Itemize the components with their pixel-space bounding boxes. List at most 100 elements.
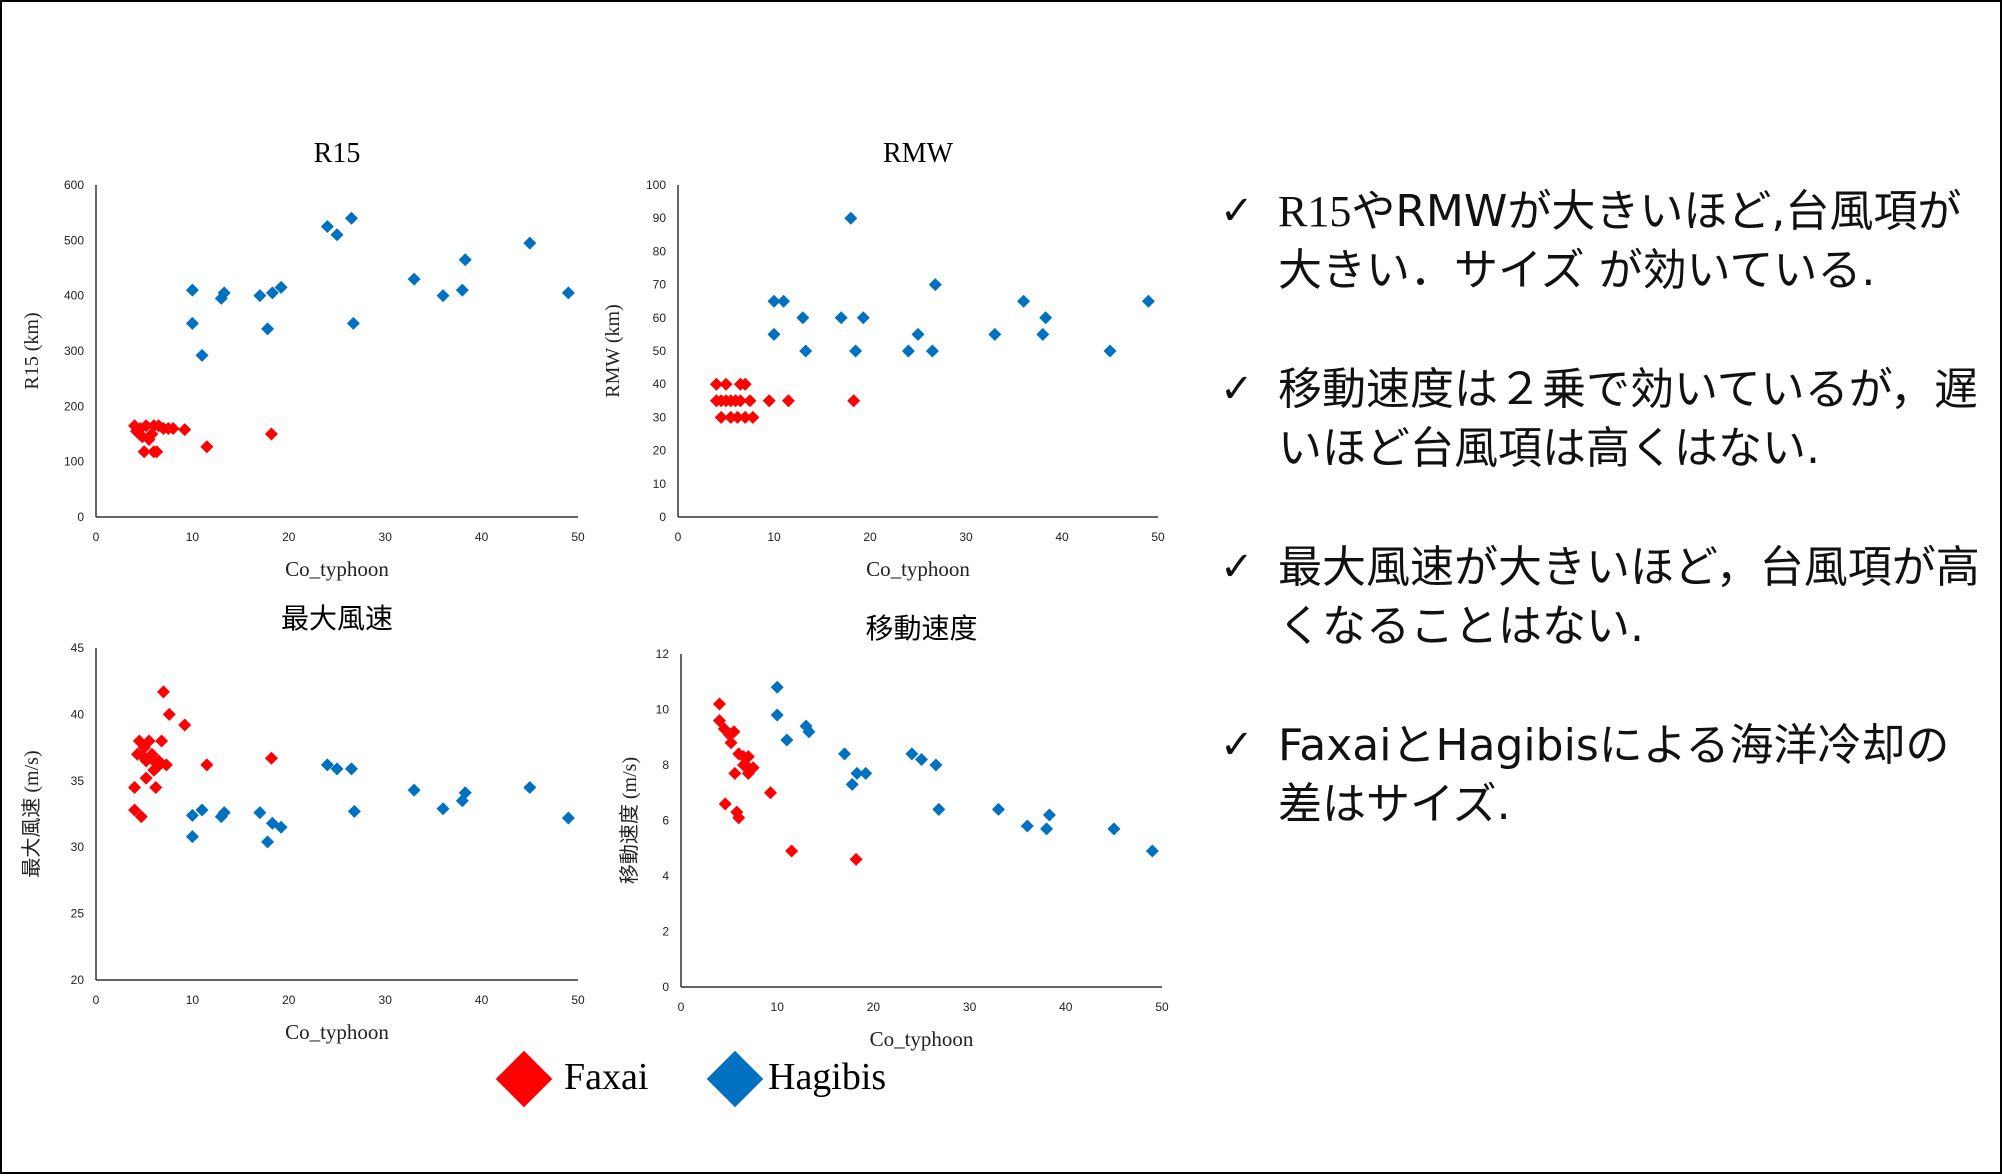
point-faxai — [847, 394, 861, 408]
y-tick-label: 2 — [662, 925, 669, 939]
point-faxai — [738, 410, 752, 424]
point-faxai — [137, 445, 151, 459]
point-faxai — [719, 377, 733, 391]
bullet-text: R15やRMWが大きいほど,台風項が大きい．サイズ が効いている. — [1278, 186, 1962, 296]
y-tick-label: 0 — [77, 510, 84, 524]
point-faxai — [128, 780, 142, 794]
point-hagibis — [458, 786, 472, 800]
point-faxai — [712, 697, 726, 711]
bullet-text: FaxaiとHagibisによる海洋冷却の差はサイズ. — [1278, 720, 1950, 830]
point-hagibis — [185, 283, 199, 297]
point-hagibis — [265, 286, 279, 300]
point-hagibis — [344, 762, 358, 776]
point-faxai — [724, 410, 738, 424]
point-faxai — [166, 421, 180, 435]
y-tick-label: 500 — [64, 233, 84, 247]
point-faxai — [849, 852, 863, 866]
point-hagibis — [844, 211, 858, 225]
point-hagibis — [346, 316, 360, 330]
y-tick-label: 100 — [64, 455, 84, 469]
point-hagibis — [458, 253, 472, 267]
point-faxai — [714, 410, 728, 424]
point-hagibis — [407, 783, 421, 797]
point-hagibis — [901, 344, 915, 358]
point-hagibis — [195, 348, 209, 362]
point-faxai — [741, 750, 755, 764]
bullet-text: 最大風速が大きいほど，台風項が高くなることはない. — [1278, 542, 1980, 652]
x-tick-label: 10 — [767, 530, 781, 544]
point-hagibis — [767, 294, 781, 308]
point-hagibis — [274, 820, 288, 834]
point-hagibis — [561, 286, 575, 300]
chart-title: 移動速度 — [865, 613, 977, 645]
x-tick-label: 20 — [282, 530, 296, 544]
point-hagibis — [802, 725, 816, 739]
point-faxai — [139, 419, 153, 433]
point-hagibis — [217, 286, 231, 300]
point-hagibis — [330, 762, 344, 776]
y-tick-label: 30 — [71, 840, 85, 854]
x-tick-label: 10 — [771, 1000, 785, 1014]
point-hagibis — [274, 280, 288, 294]
x-tick-label: 50 — [571, 530, 585, 544]
y-axis-title: 移動速度 (m/s) — [618, 757, 641, 884]
point-hagibis — [799, 344, 813, 358]
x-tick-label: 0 — [93, 530, 100, 544]
point-faxai — [139, 771, 153, 785]
point-hagibis — [1107, 822, 1121, 836]
x-axis-title: Co_typhoon — [866, 557, 970, 581]
chart-title: R15 — [314, 138, 361, 169]
y-tick-label: 40 — [71, 707, 85, 721]
point-hagibis — [770, 708, 784, 722]
legend-label-faxai: Faxai — [564, 1056, 648, 1098]
y-axis-title: 最大風速 (m/s) — [20, 750, 43, 877]
y-tick-label: 300 — [64, 344, 84, 358]
point-faxai — [741, 766, 755, 780]
y-tick-label: 50 — [653, 344, 667, 358]
point-faxai — [743, 394, 757, 408]
point-faxai — [712, 714, 726, 728]
point-hagibis — [253, 289, 267, 303]
point-faxai — [733, 394, 747, 408]
x-tick-label: 20 — [863, 530, 877, 544]
check-icon: ✓ — [1220, 366, 1254, 412]
point-faxai — [156, 685, 170, 699]
y-tick-label: 10 — [653, 477, 667, 491]
x-tick-label: 40 — [475, 993, 489, 1007]
y-tick-label: 80 — [653, 244, 667, 258]
chart-4: 移動速度 0 10 20 30 40 50 0 2 4 6 8 10 12 Co_typhoon 移動速度 (… — [618, 613, 1169, 1051]
x-tick-label: 20 — [282, 993, 296, 1007]
chart-3: 最大風速 0 10 20 30 40 50 20 25 30 35 40 45 Co_typhoon 最大風… — [20, 603, 585, 1044]
y-tick-label: 4 — [662, 869, 669, 883]
legend: Faxai Hagibis — [495, 1050, 886, 1108]
point-faxai — [264, 751, 278, 765]
x-axis-title: Co_typhoon — [285, 1020, 389, 1044]
x-tick-label: 50 — [1151, 530, 1165, 544]
y-tick-label: 6 — [662, 814, 669, 828]
y-axis-title: R15 (km) — [21, 312, 43, 389]
chart-title: RMW — [883, 138, 954, 169]
x-tick-label: 30 — [963, 1000, 977, 1014]
point-hagibis — [777, 294, 791, 308]
point-hagibis — [905, 747, 919, 761]
y-tick-label: 100 — [646, 178, 666, 192]
point-faxai — [178, 718, 192, 732]
point-faxai — [150, 445, 164, 459]
point-faxai — [728, 766, 742, 780]
point-hagibis — [561, 811, 575, 825]
bullet-item: ✓ FaxaiとHagibisによる海洋冷却の差はサイズ. — [1220, 716, 1990, 834]
x-tick-label: 10 — [186, 530, 200, 544]
y-tick-label: 10 — [656, 703, 670, 717]
x-tick-label: 30 — [379, 530, 393, 544]
point-hagibis — [796, 311, 810, 325]
point-hagibis — [932, 802, 946, 816]
point-hagibis — [1040, 822, 1054, 836]
point-hagibis — [928, 278, 942, 292]
point-hagibis — [407, 272, 421, 286]
point-hagibis — [436, 289, 450, 303]
y-tick-label: 35 — [71, 774, 85, 788]
point-hagibis — [859, 766, 873, 780]
bullet-item: ✓ 最大風速が大きいほど，台風項が高くなることはない. — [1220, 538, 1990, 656]
point-hagibis — [436, 802, 450, 816]
y-tick-label: 8 — [662, 758, 669, 772]
